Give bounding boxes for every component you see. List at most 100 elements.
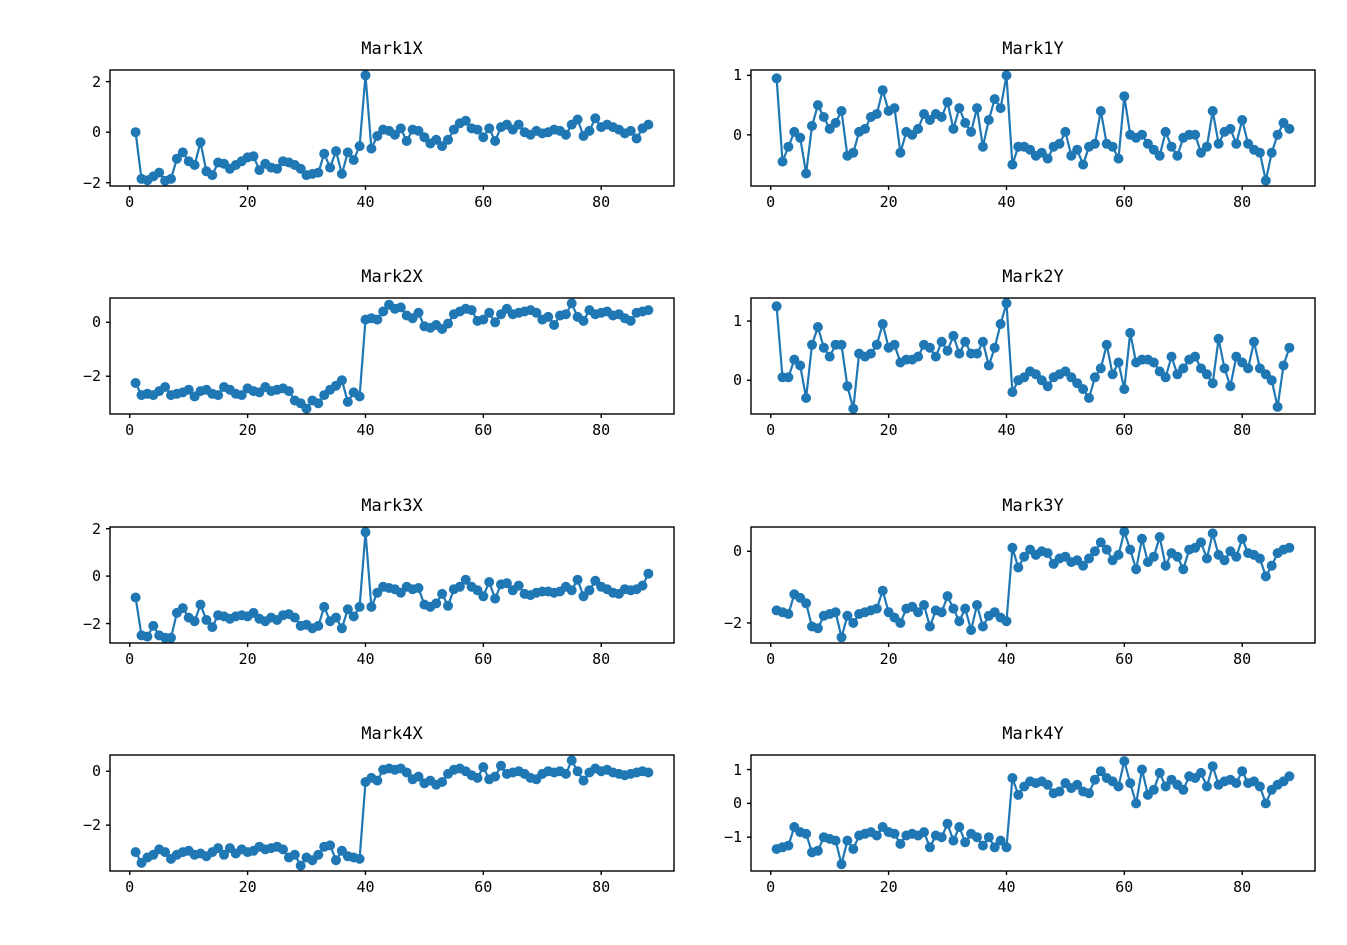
data-point-marker xyxy=(1166,351,1177,362)
data-point-marker xyxy=(148,620,159,631)
data-point-marker xyxy=(1001,842,1012,853)
data-point-marker xyxy=(1125,544,1136,555)
data-point-marker xyxy=(1084,788,1094,799)
data-point-marker xyxy=(1178,784,1189,795)
data-point-marker xyxy=(1172,150,1183,161)
data-point-marker xyxy=(1201,553,1212,564)
data-point-marker xyxy=(1172,551,1183,562)
data-point-marker xyxy=(313,398,324,409)
plot-area xyxy=(106,297,675,418)
data-point-marker xyxy=(572,114,583,125)
data-point-marker xyxy=(1089,774,1100,785)
data-point-marker xyxy=(977,336,988,347)
data-point-marker xyxy=(948,835,959,846)
data-point-marker xyxy=(213,843,224,854)
data-point-marker xyxy=(631,133,642,144)
subplot-mark2y: Mark2Y 0 1 0 20 40 60 80 xyxy=(733,267,1316,439)
data-point-marker xyxy=(1219,555,1230,566)
data-point-marker xyxy=(801,168,812,179)
x-tick-label: 0 xyxy=(766,878,776,896)
data-point-marker xyxy=(295,163,306,174)
data-point-marker xyxy=(1001,616,1012,627)
x-tick-label: 40 xyxy=(356,650,375,668)
data-point-marker xyxy=(830,117,841,128)
data-point-marker xyxy=(154,167,165,178)
data-point-marker xyxy=(213,390,224,401)
data-point-marker xyxy=(201,615,212,625)
data-point-marker xyxy=(1001,298,1012,309)
data-point-marker xyxy=(1084,393,1094,403)
x-tick-label: 20 xyxy=(238,878,257,896)
data-point-marker xyxy=(1054,786,1065,797)
data-point-marker xyxy=(989,342,1000,353)
data-point-marker xyxy=(860,123,870,134)
y-tick-label: 1 xyxy=(732,66,742,85)
data-point-marker xyxy=(342,147,353,158)
data-point-marker xyxy=(1154,767,1165,778)
data-point-marker xyxy=(1278,360,1289,371)
data-point-marker xyxy=(484,307,495,318)
data-point-marker xyxy=(1260,571,1271,582)
data-point-marker xyxy=(325,840,336,851)
data-point-marker xyxy=(1107,369,1118,380)
data-point-marker xyxy=(1113,549,1124,560)
data-point-marker xyxy=(930,351,941,362)
data-point-marker xyxy=(578,775,589,786)
data-point-marker xyxy=(842,835,853,846)
data-point-marker xyxy=(1042,381,1053,392)
data-point-marker xyxy=(301,403,312,414)
data-point-marker xyxy=(395,302,406,313)
data-point-marker xyxy=(983,360,994,371)
data-point-marker xyxy=(783,609,794,619)
data-point-marker xyxy=(319,601,330,612)
subplot-mark2x: Mark2X −2 0 0 20 40 60 80 xyxy=(83,267,675,439)
data-point-marker xyxy=(836,632,847,643)
x-tick-label: 40 xyxy=(997,421,1016,439)
data-point-marker xyxy=(372,131,383,141)
data-point-marker xyxy=(1231,138,1242,149)
data-point-marker xyxy=(871,603,882,614)
data-point-marker xyxy=(842,381,853,392)
x-tick-label: 20 xyxy=(238,650,257,668)
data-point-marker xyxy=(490,136,501,146)
data-point-marker xyxy=(842,610,853,621)
data-point-marker xyxy=(1013,789,1024,800)
data-point-marker xyxy=(977,840,988,851)
chart-title: Mark2Y xyxy=(1002,267,1064,287)
data-point-marker xyxy=(295,860,306,871)
chart-title: Mark3X xyxy=(361,496,423,516)
data-point-marker xyxy=(342,604,353,615)
data-point-marker xyxy=(1125,778,1136,789)
data-point-marker xyxy=(366,601,377,612)
data-point-marker xyxy=(895,838,906,849)
data-point-marker xyxy=(171,153,182,164)
data-point-marker xyxy=(189,616,200,627)
data-point-marker xyxy=(936,336,947,347)
data-point-marker xyxy=(443,318,453,329)
x-tick-label: 60 xyxy=(1115,193,1134,211)
data-point-marker xyxy=(289,849,300,860)
data-point-marker xyxy=(378,306,389,317)
data-point-marker xyxy=(130,127,141,138)
data-point-marker xyxy=(142,631,153,642)
subplot-mark4y: Mark4Y −1 0 1 0 20 40 60 80 xyxy=(724,724,1316,896)
data-point-marker xyxy=(919,827,929,838)
data-point-marker xyxy=(478,762,489,773)
data-point-marker xyxy=(1007,773,1018,783)
data-point-marker xyxy=(801,828,812,839)
data-point-marker xyxy=(372,314,383,325)
data-point-marker xyxy=(166,632,176,643)
data-point-marker xyxy=(1266,375,1277,386)
data-point-marker xyxy=(166,173,176,184)
x-tick-label: 60 xyxy=(1115,650,1134,668)
data-point-marker xyxy=(983,832,994,843)
data-point-marker xyxy=(913,607,924,618)
data-point-marker xyxy=(942,97,953,108)
data-point-marker xyxy=(1137,533,1147,544)
data-point-marker xyxy=(437,588,448,599)
data-point-marker xyxy=(966,625,977,636)
data-point-marker xyxy=(195,137,206,148)
data-point-marker xyxy=(1272,129,1283,140)
data-point-marker xyxy=(972,832,982,843)
data-point-marker xyxy=(936,832,947,843)
